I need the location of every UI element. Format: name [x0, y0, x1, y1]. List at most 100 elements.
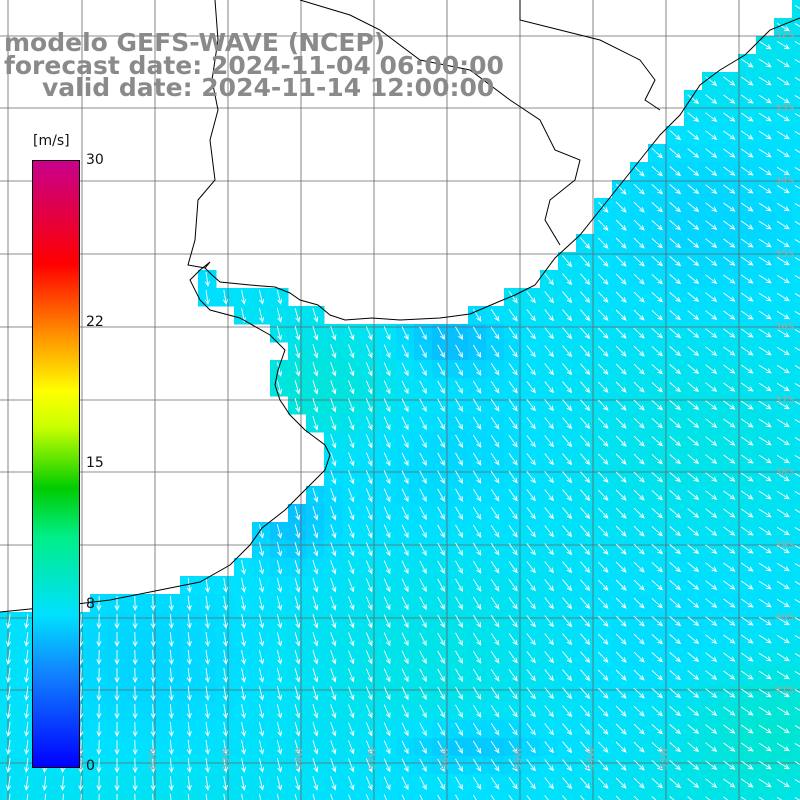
wind-arrow — [758, 382, 772, 392]
wind-arrow — [526, 399, 536, 412]
wind-arrow — [651, 741, 663, 753]
wind-arrow — [740, 742, 754, 752]
wind-arrow — [455, 380, 464, 395]
wind-arrow — [330, 434, 337, 449]
wind-arrow — [276, 308, 283, 323]
wind-arrow — [116, 794, 118, 800]
wind-arrow — [348, 326, 355, 341]
wind-arrow — [526, 543, 536, 556]
wind-arrow — [258, 524, 265, 539]
wind-arrow — [633, 399, 645, 411]
wind-arrow — [312, 308, 319, 323]
wind-arrow — [330, 452, 337, 467]
wind-arrow — [294, 344, 301, 359]
wind-arrow — [740, 274, 754, 284]
wind-arrow — [776, 58, 790, 68]
wind-arrow — [526, 723, 536, 736]
wind-arrow — [580, 759, 591, 772]
wind-speed-cell — [450, 792, 469, 800]
wind-speed-cell — [684, 792, 703, 800]
wind-arrow — [758, 526, 772, 536]
wind-arrow — [723, 292, 736, 302]
wind-arrow — [401, 488, 409, 503]
wind-arrow — [776, 238, 790, 248]
wind-arrow — [114, 668, 120, 684]
wind-arrow — [401, 722, 409, 737]
wind-arrow — [705, 436, 718, 446]
wind-arrow — [222, 740, 229, 755]
wind-arrow — [526, 363, 536, 376]
wind-arrow — [740, 148, 754, 158]
wind-arrow — [705, 130, 718, 140]
wind-arrow — [150, 685, 156, 702]
wind-speed-cell — [162, 792, 181, 800]
wind-arrow — [455, 578, 464, 593]
wind-arrow — [669, 364, 682, 375]
wind-arrow — [740, 238, 754, 248]
wind-arrow — [490, 650, 500, 664]
wind-arrow — [365, 704, 373, 719]
wind-arrow — [597, 543, 609, 555]
wind-arrow — [740, 706, 754, 716]
wind-arrow — [490, 614, 500, 628]
wind-arrow — [419, 560, 427, 575]
wind-arrow — [758, 670, 772, 680]
wind-arrow — [348, 380, 355, 395]
wind-arrow — [437, 686, 445, 701]
wind-speed-cell — [792, 468, 800, 487]
wind-arrow — [168, 649, 174, 666]
wind-arrow — [365, 686, 373, 701]
wind-arrow — [794, 671, 800, 675]
wind-arrow — [669, 148, 682, 159]
wind-arrow — [437, 596, 445, 611]
wind-arrow — [294, 506, 301, 521]
wind-arrow — [544, 615, 554, 628]
latitude-label: 35S — [774, 249, 794, 260]
wind-arrow — [633, 381, 645, 393]
wind-arrow — [776, 490, 790, 500]
wind-arrow — [758, 454, 772, 464]
wind-arrow — [348, 470, 355, 485]
wind-arrow — [526, 615, 536, 628]
wind-speed-cell — [594, 792, 613, 800]
wind-arrow — [562, 291, 573, 304]
wind-arrow — [758, 436, 772, 446]
wind-arrow — [544, 687, 554, 700]
wind-arrow — [544, 741, 554, 754]
wind-arrow — [615, 741, 627, 753]
wind-speed-cell — [0, 792, 19, 800]
wind-arrow — [24, 614, 30, 629]
wind-arrow — [705, 760, 718, 770]
wind-arrow — [776, 508, 790, 518]
wind-speed-cell — [792, 756, 800, 775]
wind-arrow — [204, 650, 210, 665]
wind-arrow — [562, 669, 573, 682]
wind-arrow — [633, 615, 645, 627]
wind-arrow — [740, 220, 754, 230]
wind-arrow — [472, 326, 482, 340]
wind-arrow — [544, 489, 554, 502]
wind-arrow — [455, 740, 464, 755]
wind-arrow — [114, 650, 120, 666]
wind-arrow — [705, 472, 718, 482]
wind-arrow — [508, 327, 518, 340]
wind-arrow — [615, 417, 627, 429]
wind-arrow — [615, 561, 627, 573]
wind-arrow — [152, 793, 154, 800]
wind-arrow — [312, 794, 316, 800]
wind-arrow — [490, 596, 500, 610]
wind-arrow — [526, 777, 536, 790]
wind-arrow — [294, 326, 301, 341]
wind-arrow — [633, 219, 645, 231]
wind-speed-cell — [738, 792, 757, 800]
wind-arrow — [455, 362, 464, 377]
wind-arrow — [687, 238, 700, 249]
wind-arrow — [723, 472, 736, 482]
wind-arrow — [490, 380, 500, 394]
wind-arrow — [615, 471, 627, 483]
wind-arrow — [740, 616, 754, 626]
wind-arrow — [651, 201, 663, 213]
wind-arrow — [776, 310, 790, 320]
wind-arrow — [132, 775, 138, 792]
